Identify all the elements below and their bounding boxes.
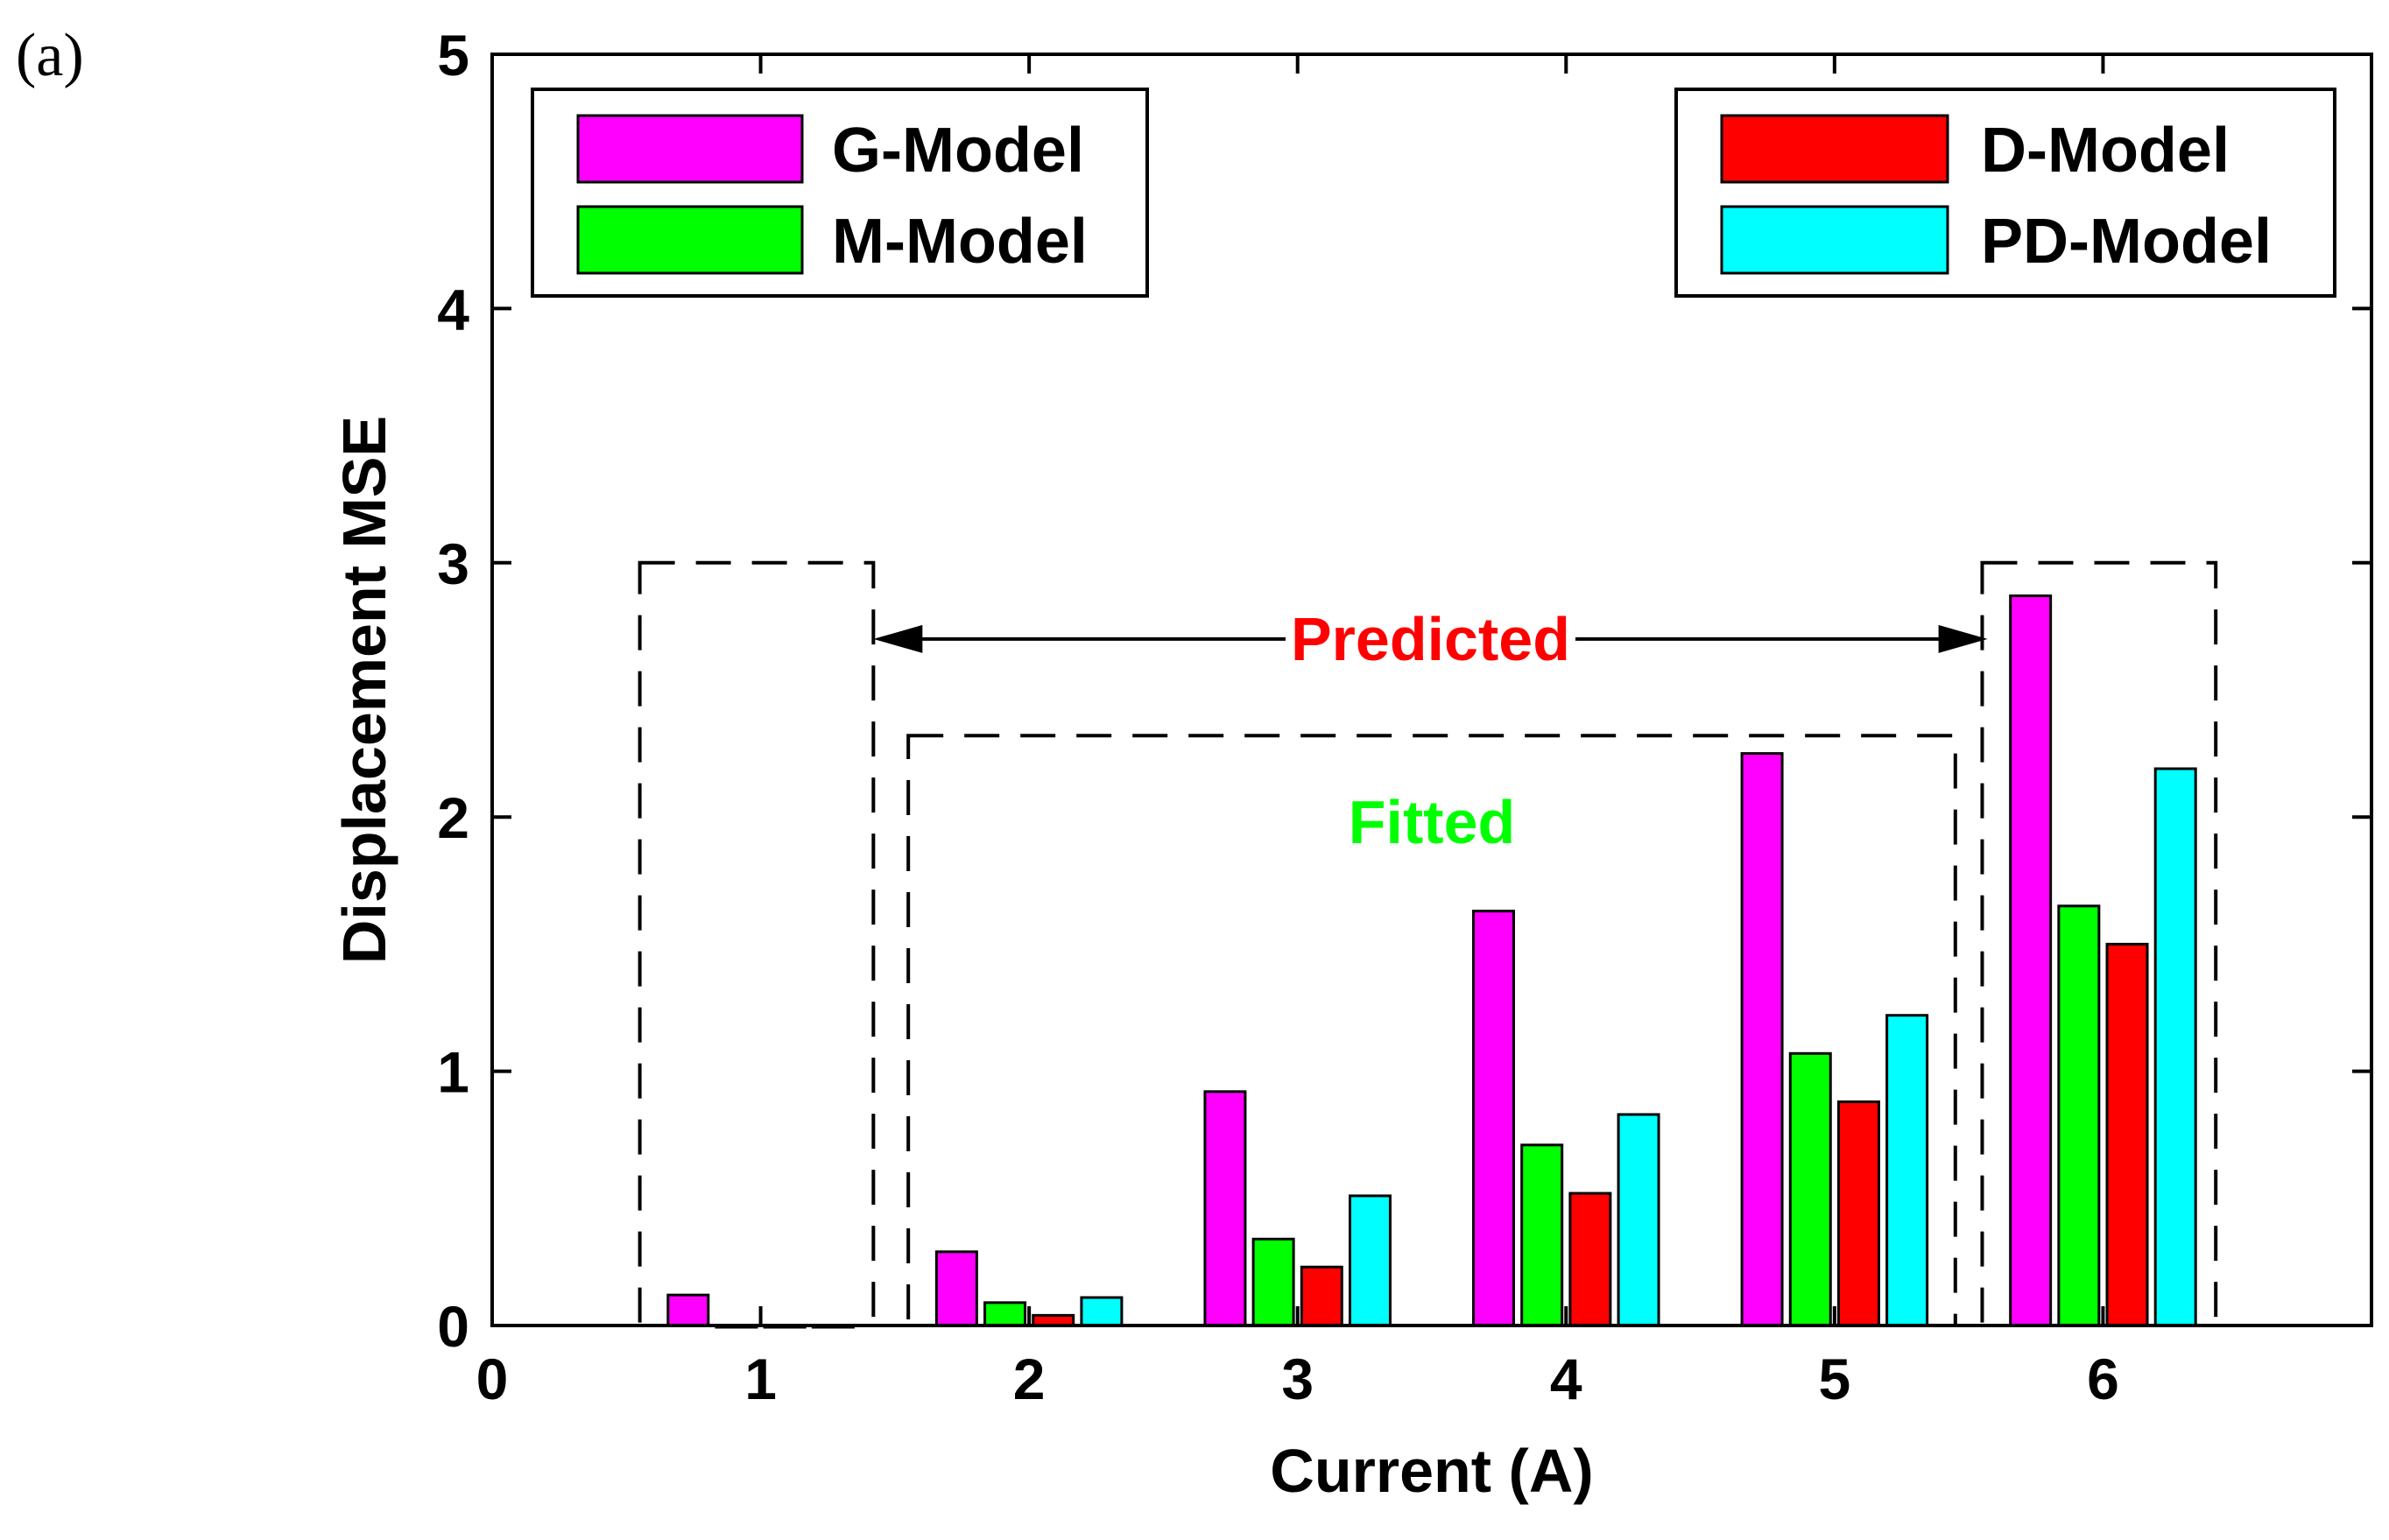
x-tick-label: 4 — [1550, 1347, 1582, 1411]
y-axis-label: Displacement MSE — [330, 416, 398, 964]
x-tick-label: 1 — [744, 1347, 777, 1411]
bar-g-model-6 — [2009, 594, 2053, 1327]
bar-m-model-4 — [1520, 1143, 1564, 1327]
legend-swatch-d-model — [1720, 114, 1949, 184]
arrow-head-right — [1938, 624, 1988, 653]
y-tick-label: 1 — [437, 1040, 469, 1105]
predicted-box-left — [638, 560, 876, 1327]
bar-d-model-5 — [1836, 1100, 1880, 1327]
legend-right: D-Model PD-Model — [1674, 88, 2336, 298]
bar-g-model-4 — [1472, 910, 1516, 1327]
fitted-annotation: Fitted — [1349, 788, 1516, 856]
y-tick-label: 0 — [437, 1294, 469, 1359]
arrow-head-left — [873, 624, 923, 653]
y-tick-label: 5 — [437, 23, 469, 88]
x-axis-label: Current (A) — [1270, 1437, 1593, 1505]
x-tick-label: 2 — [1013, 1347, 1046, 1411]
legend-label-d-model: D-Model — [1981, 116, 2230, 186]
bar-pd-model-5 — [1885, 1014, 1929, 1327]
panel-label: (a) — [16, 22, 84, 89]
bar-m-model-2 — [983, 1301, 1027, 1327]
y-tick-label: 3 — [437, 531, 469, 596]
legend-swatch-g-model — [576, 114, 804, 184]
x-tick-label: 5 — [1818, 1347, 1850, 1411]
x-tick-label: 0 — [476, 1347, 509, 1411]
bar-m-model-5 — [1788, 1051, 1832, 1327]
legend-label-m-model: M-Model — [832, 207, 1088, 277]
predicted-annotation: Predicted — [1291, 605, 1570, 673]
bar-pd-model-3 — [1348, 1194, 1392, 1327]
legend-swatch-m-model — [576, 205, 804, 275]
y-tick-label: 4 — [437, 277, 469, 341]
bar-m-model-3 — [1251, 1237, 1295, 1327]
y-tick-label: 2 — [437, 785, 469, 850]
bar-pd-model-2 — [1080, 1296, 1124, 1327]
x-tick-label: 6 — [2087, 1347, 2119, 1411]
predicted-box-right — [1980, 560, 2218, 1327]
bar-pd-model-4 — [1617, 1113, 1660, 1327]
legend-swatch-pd-model — [1720, 205, 1949, 275]
bar-d-model-4 — [1568, 1192, 1612, 1327]
bar-g-model-1 — [666, 1293, 710, 1327]
legend-label-g-model: G-Model — [832, 116, 1084, 186]
legend-label-pd-model: PD-Model — [1981, 207, 2272, 277]
plot-area — [490, 53, 2373, 1327]
bar-m-model-6 — [2057, 904, 2101, 1327]
x-tick-label: 3 — [1281, 1347, 1314, 1411]
bar-g-model-2 — [934, 1250, 978, 1327]
bar-d-model-6 — [2105, 942, 2149, 1327]
bar-pd-model-6 — [2153, 767, 2197, 1327]
bar-g-model-3 — [1203, 1090, 1247, 1327]
bar-g-model-5 — [1740, 752, 1784, 1327]
bar-d-model-3 — [1300, 1265, 1343, 1327]
legend-left: G-Model M-Model — [531, 88, 1149, 298]
